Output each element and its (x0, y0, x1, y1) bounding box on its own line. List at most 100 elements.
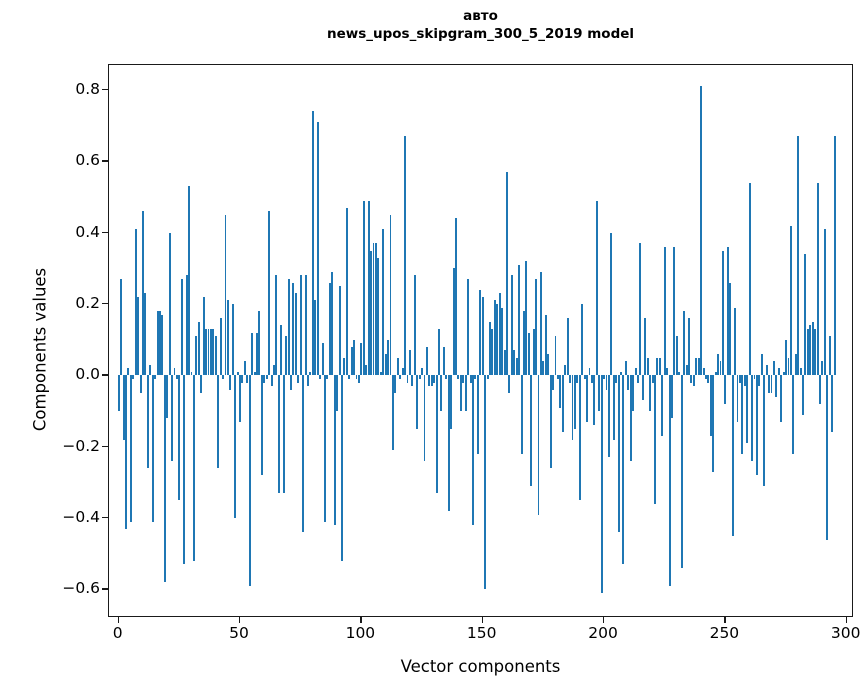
bar (709, 375, 712, 437)
bar (809, 325, 812, 376)
bar (302, 375, 305, 533)
bar (646, 357, 649, 376)
bar (537, 375, 540, 515)
bar (663, 246, 666, 376)
bar (229, 375, 232, 390)
bar (719, 361, 722, 376)
bar (389, 214, 392, 376)
bar (357, 375, 360, 383)
bar (282, 375, 285, 494)
bar (316, 122, 319, 376)
bar (231, 304, 234, 376)
bar (539, 271, 542, 376)
bar (326, 375, 329, 379)
bar (183, 375, 186, 565)
bar (360, 343, 363, 376)
bar (603, 375, 606, 379)
bar (753, 375, 756, 379)
x-tick-label: 100 (345, 624, 376, 642)
bar (797, 136, 800, 376)
bar (467, 279, 470, 376)
bar (566, 318, 569, 376)
bar (831, 375, 834, 433)
bar (224, 214, 227, 376)
bar (161, 314, 164, 376)
bar (384, 353, 387, 376)
bar (675, 336, 678, 376)
bar (399, 375, 402, 379)
bar (700, 86, 703, 376)
bar (826, 375, 829, 540)
bar (171, 375, 174, 462)
bar (370, 250, 373, 376)
bar (569, 375, 572, 383)
y-tick-label: −0.2 (62, 436, 100, 455)
bar (605, 375, 608, 390)
bar (435, 375, 438, 494)
bar (207, 329, 210, 376)
bar (394, 375, 397, 394)
bar (576, 375, 579, 383)
bar (377, 257, 380, 376)
bar (513, 350, 516, 376)
bar (600, 375, 603, 594)
bar (705, 375, 707, 379)
bar (433, 375, 436, 383)
bar (350, 346, 353, 376)
bar (629, 375, 632, 462)
bar (583, 375, 586, 379)
bar (542, 361, 545, 376)
x-tick-mark (481, 617, 483, 623)
bar (612, 375, 615, 440)
bar (408, 350, 411, 376)
bar (328, 282, 331, 376)
bar (314, 300, 317, 376)
bar (763, 375, 766, 486)
x-tick-mark (360, 617, 362, 623)
y-tick-label: 0.0 (75, 365, 100, 384)
bar (792, 375, 795, 454)
x-axis-tick-labels: 0 50 100 150 200 250 300 (108, 624, 861, 648)
bar (137, 296, 140, 376)
bar (714, 371, 717, 376)
bar (416, 375, 419, 429)
bar (819, 375, 821, 404)
bar (472, 375, 474, 526)
bar (122, 375, 125, 440)
bar (464, 375, 467, 412)
bar (535, 279, 538, 376)
bar (173, 368, 176, 376)
bar (219, 318, 222, 376)
chart-title: авто news_upos_skipgram_300_5_2019 model (108, 8, 853, 44)
bar (544, 314, 547, 376)
bar (479, 289, 482, 376)
bar (683, 311, 686, 376)
bar (217, 375, 220, 469)
bar (205, 329, 208, 376)
bar (209, 329, 212, 376)
bar (588, 368, 591, 376)
bar (590, 375, 593, 383)
bar (702, 368, 705, 376)
bar (239, 375, 241, 422)
bar (751, 375, 754, 462)
bar (214, 336, 217, 376)
bar (340, 375, 343, 561)
bar (637, 375, 639, 383)
bar (345, 207, 348, 376)
bar (168, 232, 171, 376)
bar (828, 336, 831, 376)
bar (678, 371, 681, 376)
bar (401, 368, 404, 376)
bar (234, 375, 237, 519)
bar (518, 264, 521, 376)
bar (746, 375, 749, 444)
bar (768, 375, 771, 394)
bar (355, 375, 358, 379)
bar (265, 375, 268, 379)
bar (671, 375, 673, 419)
bar (527, 332, 530, 376)
bar (455, 218, 457, 376)
bar (343, 357, 346, 376)
